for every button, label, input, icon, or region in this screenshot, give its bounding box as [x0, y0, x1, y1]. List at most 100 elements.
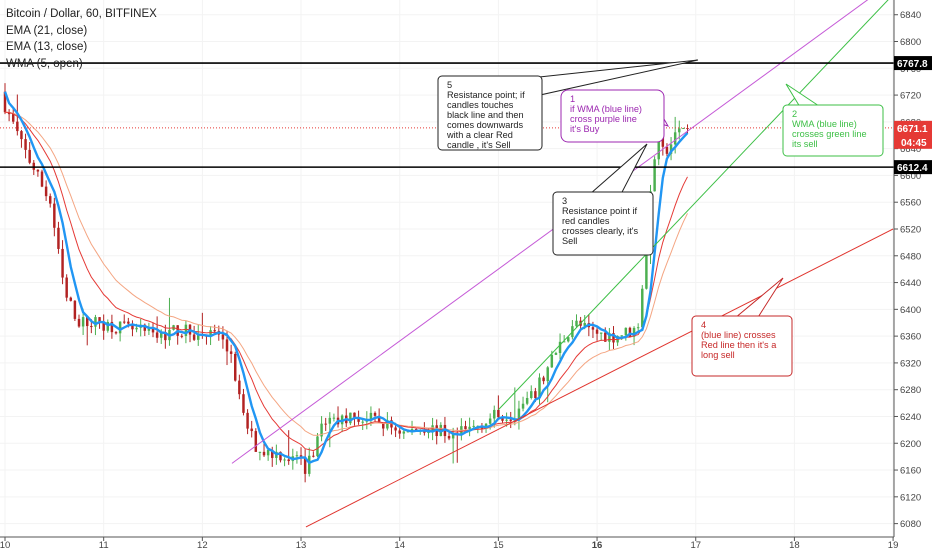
- candle-body: [382, 423, 385, 429]
- candle-body: [682, 128, 685, 130]
- y-tick-label: 6600: [900, 171, 921, 182]
- annotation-text: black line and then: [447, 110, 524, 120]
- candle-body: [517, 408, 521, 419]
- candle-body: [258, 451, 262, 453]
- annotation-text: Sell: [562, 236, 577, 246]
- candle-body: [550, 354, 554, 368]
- annotation-box: [782, 104, 884, 157]
- candle-body: [77, 318, 81, 327]
- candle-body: [686, 128, 689, 130]
- y-tick-label: 6480: [900, 251, 921, 262]
- candle-body: [386, 420, 389, 429]
- candle-body: [53, 203, 56, 228]
- candle-body: [328, 417, 332, 424]
- candle-body: [184, 324, 188, 336]
- y-tick-label: 6240: [900, 412, 921, 423]
- annotation-text: crosses green line: [792, 129, 867, 139]
- price-tag-bg: [894, 160, 932, 175]
- ema13-line: [4, 111, 688, 452]
- candle-body: [509, 419, 512, 421]
- candle-body: [81, 317, 85, 327]
- annotation-text: WMA (blue line): [792, 119, 857, 129]
- candle-body: [16, 121, 19, 132]
- candle-body: [98, 317, 101, 323]
- horizontal-lines: [0, 62, 894, 168]
- candle-body: [673, 132, 677, 145]
- candle-body: [369, 412, 373, 420]
- annotation-text: candle , it's Sell: [447, 140, 511, 150]
- candle-body: [131, 323, 134, 330]
- candle-body: [641, 288, 644, 328]
- candle-body: [44, 186, 48, 197]
- indicator-ema21[interactable]: EMA (21, close): [6, 24, 88, 37]
- candle-body: [661, 134, 665, 147]
- annotation-text: Resistance point; if: [447, 90, 525, 100]
- x-tick-label: 18: [789, 540, 800, 550]
- annotation-text: Red line then it's a: [701, 340, 777, 350]
- candle-body: [645, 247, 648, 289]
- candle-body: [197, 334, 200, 340]
- wma5-line: [3, 91, 689, 465]
- candle-body: [254, 431, 258, 452]
- indicator-ema13[interactable]: EMA (13, close): [6, 41, 88, 53]
- candle-body: [192, 334, 196, 340]
- candle-body: [501, 417, 504, 421]
- candle-body: [353, 412, 356, 419]
- candle-body: [160, 332, 163, 338]
- annotation-1[interactable]: 1if WMA (blue line)cross purple lineit's…: [560, 89, 670, 143]
- annotation-text: 3: [562, 196, 567, 206]
- candle-body: [394, 427, 397, 431]
- annotation-text: crosses clearly, it's: [562, 226, 639, 236]
- candle-body: [361, 421, 364, 423]
- candle-body: [73, 300, 77, 319]
- indicator-wma5[interactable]: WMA (5, open): [6, 57, 83, 70]
- y-tick-label: 6840: [900, 10, 921, 21]
- candle-body: [628, 327, 632, 337]
- candle-body: [591, 327, 595, 330]
- candle-body: [406, 431, 410, 433]
- annotation-text: long sell: [701, 350, 735, 360]
- candle-body: [3, 91, 7, 113]
- price-tag-bg: [894, 120, 932, 149]
- y-tick-label: 6200: [900, 439, 921, 450]
- candle-body: [497, 409, 500, 418]
- candle-body: [599, 332, 603, 334]
- chart-legend: Bitcoin / Dollar, 60, BITFINEX EMA (21, …: [6, 6, 157, 72]
- y-tick-label: 6640: [900, 144, 921, 155]
- candle-body: [61, 248, 64, 278]
- candle-body: [295, 455, 299, 457]
- candle-body: [464, 426, 467, 430]
- candle-body: [151, 327, 155, 333]
- annotation-box: [552, 191, 654, 256]
- candle-body: [636, 327, 640, 329]
- price-tag-label: 6612.4: [897, 163, 928, 174]
- candle-body: [665, 146, 669, 154]
- candle-body: [398, 430, 401, 434]
- candle-body: [127, 321, 130, 324]
- candle-body: [538, 377, 541, 399]
- candle-body: [36, 169, 40, 172]
- candle-body: [451, 433, 455, 439]
- candle-body: [262, 451, 266, 456]
- candle-body: [534, 391, 537, 399]
- candle-body: [575, 320, 578, 327]
- candle-body: [632, 327, 636, 337]
- candle-body: [316, 436, 319, 457]
- y-tick-label: 6720: [900, 91, 921, 102]
- candle-body: [143, 324, 147, 331]
- candle-body: [410, 429, 414, 432]
- y-tick-label: 6160: [900, 466, 921, 477]
- ema21-line: [4, 111, 688, 436]
- annotation-text: 4: [701, 320, 706, 330]
- candle-body: [604, 332, 607, 342]
- x-axis: 10 11 12 13 14 15 16 17 18 19: [0, 536, 898, 551]
- candle-body: [155, 332, 159, 338]
- candle-body: [558, 341, 562, 353]
- candle-body: [620, 335, 623, 337]
